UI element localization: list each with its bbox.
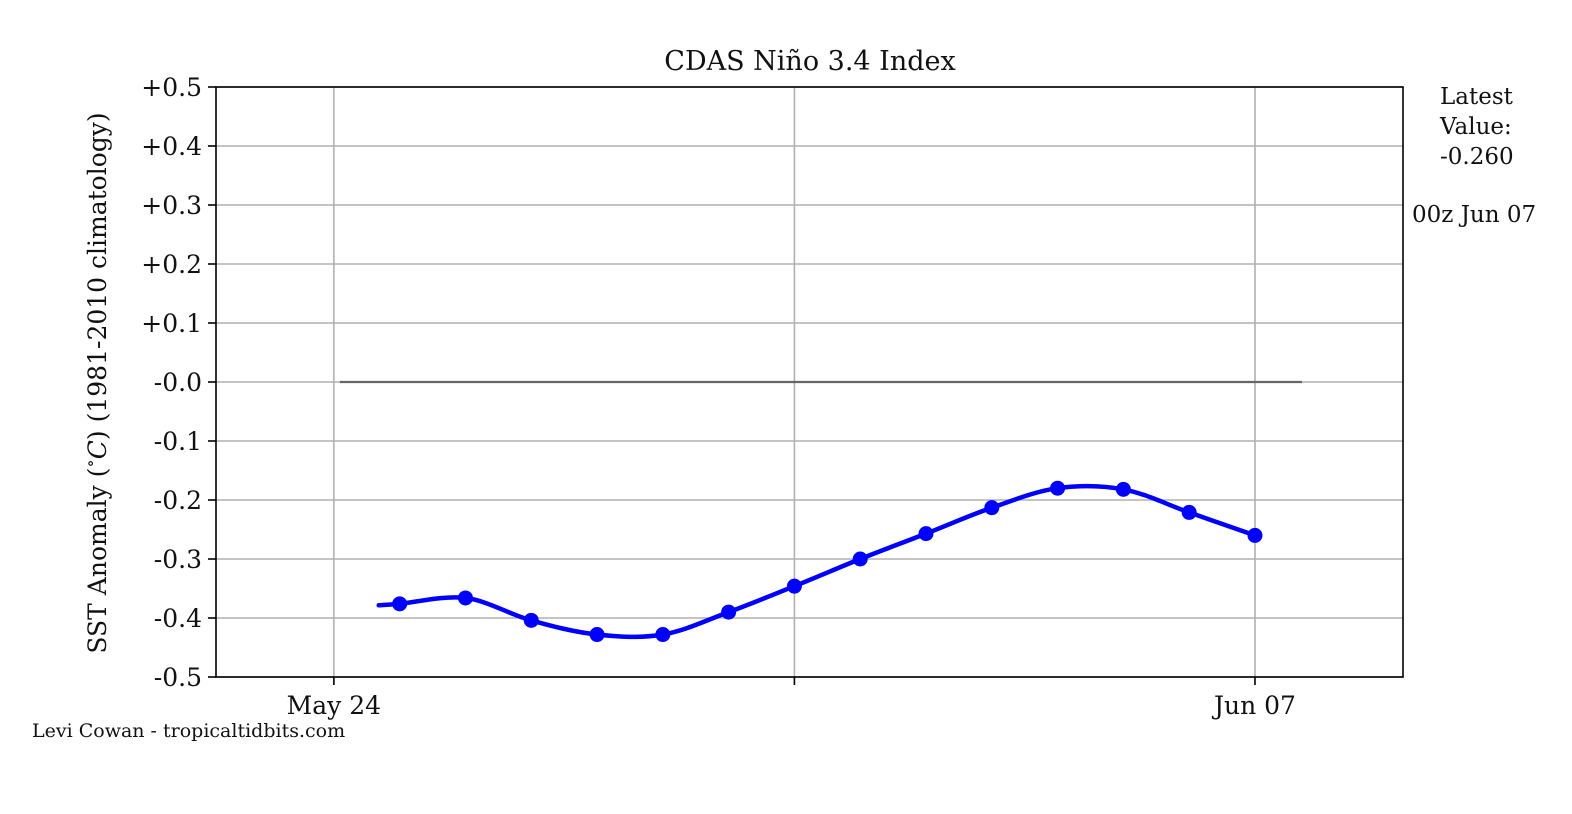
data-point <box>523 612 539 628</box>
y-tick-label: -0.1 <box>154 427 202 456</box>
y-axis-label-part: ) (1981-2010 climatology) <box>83 112 112 440</box>
data-point <box>918 526 934 542</box>
series-layer <box>376 480 1263 643</box>
x-axis-ticks: May 24 Jun 07 <box>287 677 1296 720</box>
y-axis-label-degree: ∘ <box>81 459 101 467</box>
data-point <box>392 596 408 612</box>
data-point <box>786 578 802 594</box>
latest-time-label: 00z Jun 07 <box>1412 202 1536 228</box>
y-axis-ticks: +0.5 +0.4 +0.3 +0.2 +0.1 -0.0 -0.1 -0.2 -0.3 -0.4… <box>141 73 216 692</box>
y-axis-label: SST Anomaly (∘C) (1981-2010 climatology) <box>81 112 112 653</box>
data-point <box>852 551 868 567</box>
y-tick-label: +0.4 <box>141 132 202 161</box>
y-tick-label: -0.5 <box>154 663 202 692</box>
chart-title: CDAS Niño 3.4 Index <box>664 46 955 77</box>
data-point <box>1247 527 1263 543</box>
latest-value-number: -0.260 <box>1440 144 1514 170</box>
y-tick-label: -0.3 <box>154 545 202 574</box>
y-axis-label-unit: C <box>83 440 112 459</box>
x-tick-label: Jun 07 <box>1211 691 1296 720</box>
latest-value-annotation: Latest Value: -0.260 00z Jun 07 <box>1412 84 1536 228</box>
credit-text: Levi Cowan - tropicaltidbits.com <box>32 720 345 742</box>
data-point <box>457 590 473 606</box>
data-point <box>655 627 671 643</box>
y-tick-label: -0.0 <box>154 368 202 397</box>
data-point <box>589 627 605 643</box>
latest-value-line: Value: <box>1439 114 1512 140</box>
data-point <box>984 500 1000 516</box>
y-tick-label: +0.3 <box>141 191 202 220</box>
y-tick-label: +0.1 <box>141 309 202 338</box>
x-tick-label: May 24 <box>287 691 381 720</box>
y-axis-label-part: SST Anomaly ( <box>83 468 112 654</box>
data-point <box>1181 504 1197 520</box>
data-point <box>1115 481 1131 497</box>
y-tick-label: -0.4 <box>154 604 202 633</box>
data-point <box>721 604 737 620</box>
data-point <box>1050 480 1066 496</box>
y-tick-label: +0.2 <box>141 250 202 279</box>
latest-value-line: Latest <box>1440 84 1514 110</box>
y-tick-label: +0.5 <box>141 73 202 102</box>
y-tick-label: -0.2 <box>154 486 202 515</box>
